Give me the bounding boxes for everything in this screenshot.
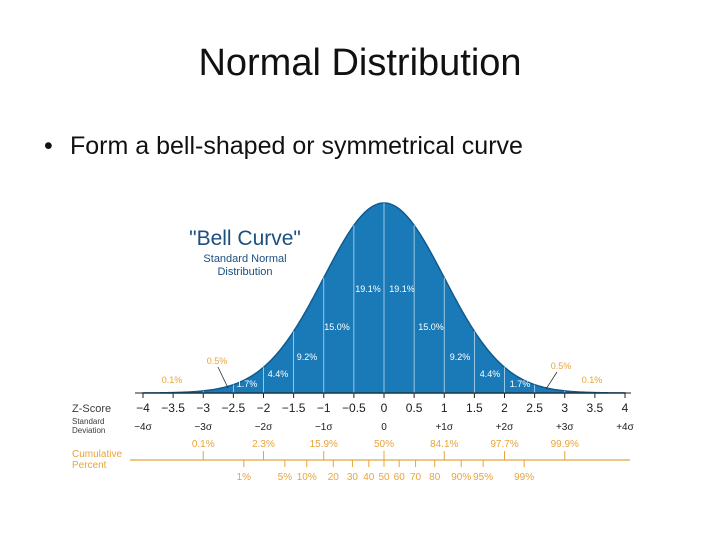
z-score-tick-label: 3.5 <box>587 401 604 415</box>
cumulative-lower-label: 50 <box>378 472 390 483</box>
cumulative-lower-label: 20 <box>328 472 340 483</box>
bullet-dot: • <box>44 132 53 160</box>
cumulative-upper-label: 0.1% <box>192 439 215 450</box>
std-dev-label-line-1: Standard <box>72 417 104 426</box>
cumulative-lower-label: 99% <box>514 472 534 483</box>
band-percent-label: 0.1% <box>162 375 183 385</box>
std-dev-label-line-2: Deviation <box>72 426 105 435</box>
z-score-label: Z-Score <box>72 403 111 415</box>
cumulative-lower-label: 1% <box>237 472 252 483</box>
band-percent-label: 9.2% <box>297 352 318 362</box>
z-score-tick-label: −3.5 <box>161 401 185 415</box>
slide-title: Normal Distribution <box>198 42 522 84</box>
z-score-tick-label: −3 <box>196 401 210 415</box>
z-score-tick-label: 2.5 <box>526 401 543 415</box>
z-score-tick-label: 3 <box>561 401 568 415</box>
cumulative-lower-label: 95% <box>473 472 493 483</box>
cumulative-lower-label: 30 <box>347 472 359 483</box>
cumulative-upper-label: 84.1% <box>430 439 458 450</box>
std-dev-tick-label: +3σ <box>556 422 574 433</box>
z-score-tick-label: 0 <box>381 401 388 415</box>
callout-line <box>217 366 229 389</box>
z-score-tick-label: −0.5 <box>342 401 366 415</box>
band-percent-label: 15.0% <box>418 322 444 332</box>
band-percent-label: 0.5% <box>207 356 228 366</box>
band-percent-label: 9.2% <box>450 352 471 362</box>
std-dev-tick-label: +1σ <box>435 422 453 433</box>
std-dev-tick-label: +2σ <box>496 422 514 433</box>
cumulative-lower-label: 10% <box>297 472 317 483</box>
z-score-tick-label: 0.5 <box>406 401 423 415</box>
cumulative-lower-label: 90% <box>451 472 471 483</box>
cumulative-lower-label: 80 <box>429 472 441 483</box>
z-score-tick-label: −4 <box>136 401 150 415</box>
std-dev-tick-label: 0 <box>381 422 387 433</box>
z-score-tick-label: −1 <box>317 401 331 415</box>
cumulative-upper-label: 2.3% <box>252 439 275 450</box>
z-score-tick-label: 2 <box>501 401 508 415</box>
cumulative-upper-label: 97.7% <box>490 439 518 450</box>
std-dev-tick-label: +4σ <box>616 422 634 433</box>
band-percent-label: 1.7% <box>510 379 531 389</box>
z-score-tick-label: 1 <box>441 401 448 415</box>
inset-title: "Bell Curve" <box>189 227 301 250</box>
bullet-text: Form a bell-shaped or symmetrical curve <box>70 132 523 160</box>
inset-subtitle-line-1: Standard Normal <box>203 253 286 265</box>
cumulative-upper-label: 15.9% <box>310 439 338 450</box>
z-score-tick-label: −2 <box>257 401 271 415</box>
band-percent-label: 4.4% <box>480 369 501 379</box>
cumulative-lower-label: 70 <box>410 472 422 483</box>
cumulative-upper-label: 99.9% <box>551 439 579 450</box>
cumulative-label-line-2: Percent <box>72 460 107 471</box>
z-score-tick-label: −1.5 <box>282 401 306 415</box>
std-dev-tick-label: −1σ <box>315 422 333 433</box>
band-percent-label: 15.0% <box>324 322 350 332</box>
callout-line <box>545 371 558 390</box>
z-score-tick-label: −2.5 <box>222 401 246 415</box>
band-percent-label: 1.7% <box>237 379 258 389</box>
z-score-tick-label: 1.5 <box>466 401 483 415</box>
std-dev-tick-label: −3σ <box>194 422 212 433</box>
band-percent-label: 19.1% <box>355 284 381 294</box>
cumulative-lower-label: 40 <box>363 472 375 483</box>
band-percent-label: 19.1% <box>389 284 415 294</box>
z-score-tick-label: 4 <box>622 401 629 415</box>
cumulative-upper-label: 50% <box>374 439 394 450</box>
cumulative-lower-label: 60 <box>394 472 406 483</box>
std-dev-tick-label: −4σ <box>134 422 152 433</box>
cumulative-lower-label: 5% <box>278 472 293 483</box>
inset-subtitle-line-2: Distribution <box>217 266 272 278</box>
std-dev-tick-label: −2σ <box>255 422 273 433</box>
cumulative-label-line-1: Cumulative <box>72 449 122 460</box>
band-percent-label: 0.5% <box>551 361 572 371</box>
band-percent-label: 0.1% <box>582 375 603 385</box>
band-percent-label: 4.4% <box>268 369 289 379</box>
bullet-item: • Form a bell-shaped or symmetrical curve <box>44 132 523 161</box>
